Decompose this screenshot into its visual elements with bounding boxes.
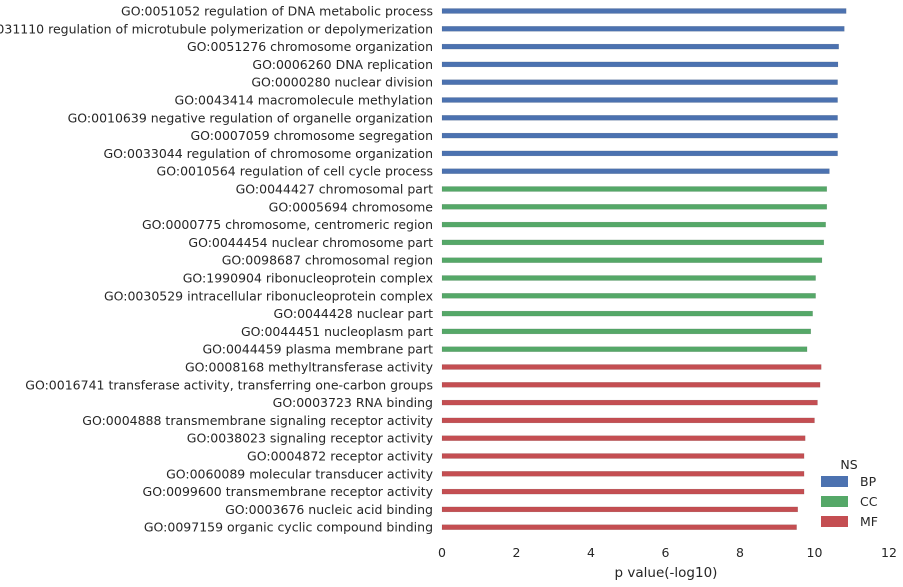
- x-tick-label: 6: [662, 545, 670, 560]
- bar-mf: [441, 364, 822, 370]
- bar-cc: [441, 293, 816, 299]
- bar-bp: [441, 168, 830, 174]
- bar-mf: [441, 471, 805, 477]
- category-label: GO:0044428 nuclear part: [274, 306, 434, 321]
- category-label: GO:0051276 chromosome organization: [187, 39, 433, 54]
- bar-cc: [441, 328, 812, 335]
- bar-cc: [441, 275, 816, 281]
- bar-bp: [441, 26, 845, 32]
- x-axis-title: p value(-log10): [615, 565, 718, 581]
- bar-cc: [441, 257, 823, 263]
- legend-swatch-bp: [821, 476, 848, 487]
- category-label: GO:0051052 regulation of DNA metabolic p…: [121, 4, 433, 19]
- category-label: GO:0010564 regulation of cell cycle proc…: [157, 164, 433, 179]
- bar-bp: [441, 132, 838, 139]
- category-label: GO:0030529 intracellular ribonucleoprote…: [104, 288, 433, 303]
- bar-cc: [441, 204, 828, 210]
- category-label: GO:0044454 nuclear chromosome part: [188, 235, 433, 250]
- bar-bp: [441, 8, 847, 14]
- x-ticks: 0 2 4 6 8 10 12: [438, 545, 897, 560]
- bar-cc: [441, 346, 808, 352]
- bar-bp: [441, 79, 838, 85]
- category-label: GO:0038023 signaling receptor activity: [187, 431, 434, 446]
- bar-mf: [441, 506, 798, 513]
- x-tick-label: 8: [736, 545, 744, 560]
- category-label: GO:0007059 chromosome segregation: [190, 128, 433, 143]
- category-label: GO:0044451 nucleoplasm part: [241, 324, 433, 339]
- category-label: GO:0031110 regulation of microtubule pol…: [0, 21, 433, 36]
- bar-mf: [441, 417, 815, 424]
- bar-mf: [441, 399, 818, 406]
- category-label: GO:0000775 chromosome, centromeric regio…: [142, 217, 433, 232]
- bar-cc: [441, 186, 828, 192]
- bars: [441, 8, 847, 530]
- legend-label-bp: BP: [860, 474, 877, 489]
- legend: NS BP CC MF: [821, 457, 878, 529]
- legend-swatch-mf: [821, 516, 848, 527]
- x-tick-label: 10: [807, 545, 823, 560]
- x-tick-label: 2: [513, 545, 521, 560]
- x-tick-label: 12: [881, 545, 897, 560]
- bar-bp: [441, 61, 839, 68]
- bar-cc: [441, 310, 813, 317]
- category-label: GO:0003723 RNA binding: [273, 395, 433, 410]
- category-label: GO:0097159 organic cyclic compound bindi…: [144, 520, 433, 535]
- category-label: GO:0043414 macromolecule methylation: [175, 93, 433, 108]
- category-label: GO:0006260 DNA replication: [252, 57, 433, 72]
- bar-mf: [441, 453, 805, 459]
- category-label: GO:0099600 transmembrane receptor activi…: [143, 484, 434, 499]
- bar-mf: [441, 382, 821, 388]
- category-label: GO:0003676 nucleic acid binding: [225, 502, 433, 517]
- category-label: GO:0060089 molecular transducer activity: [166, 466, 434, 481]
- bar-bp: [441, 97, 838, 103]
- legend-title: NS: [840, 457, 857, 472]
- category-label: GO:0005694 chromosome: [269, 199, 434, 214]
- category-labels: GO:0051052 regulation of DNA metabolic p…: [0, 4, 434, 535]
- x-tick-label: 4: [587, 545, 595, 560]
- legend-label-cc: CC: [860, 494, 878, 509]
- x-tick-label: 0: [438, 545, 446, 560]
- bar-bp: [441, 115, 838, 121]
- category-label: GO:0044427 chromosomal part: [236, 182, 433, 197]
- bar-mf: [441, 524, 797, 530]
- category-label: GO:0010639 negative regulation of organe…: [68, 110, 433, 125]
- bar-bp: [441, 150, 838, 157]
- legend-swatch-cc: [821, 496, 848, 507]
- category-label: GO:0098687 chromosomal region: [222, 253, 433, 268]
- legend-label-mf: MF: [860, 514, 878, 529]
- category-label: GO:0033044 regulation of chromosome orga…: [104, 146, 434, 161]
- category-label: GO:0000280 nuclear division: [251, 75, 433, 90]
- category-label: GO:1990904 ribonucleoprotein complex: [183, 271, 433, 286]
- bar-cc: [441, 221, 826, 228]
- category-label: GO:0004872 receptor activity: [247, 449, 434, 464]
- bar-mf: [441, 435, 806, 441]
- bar-cc: [441, 239, 825, 246]
- category-label: GO:0016741 transferase activity, transfe…: [25, 377, 433, 392]
- category-label: GO:0044459 plasma membrane part: [202, 342, 433, 357]
- category-label: GO:0004888 transmembrane signaling recep…: [82, 413, 433, 428]
- category-label: GO:0008168 methyltransferase activity: [185, 360, 434, 375]
- bar-mf: [441, 488, 805, 495]
- bar-bp: [441, 43, 839, 50]
